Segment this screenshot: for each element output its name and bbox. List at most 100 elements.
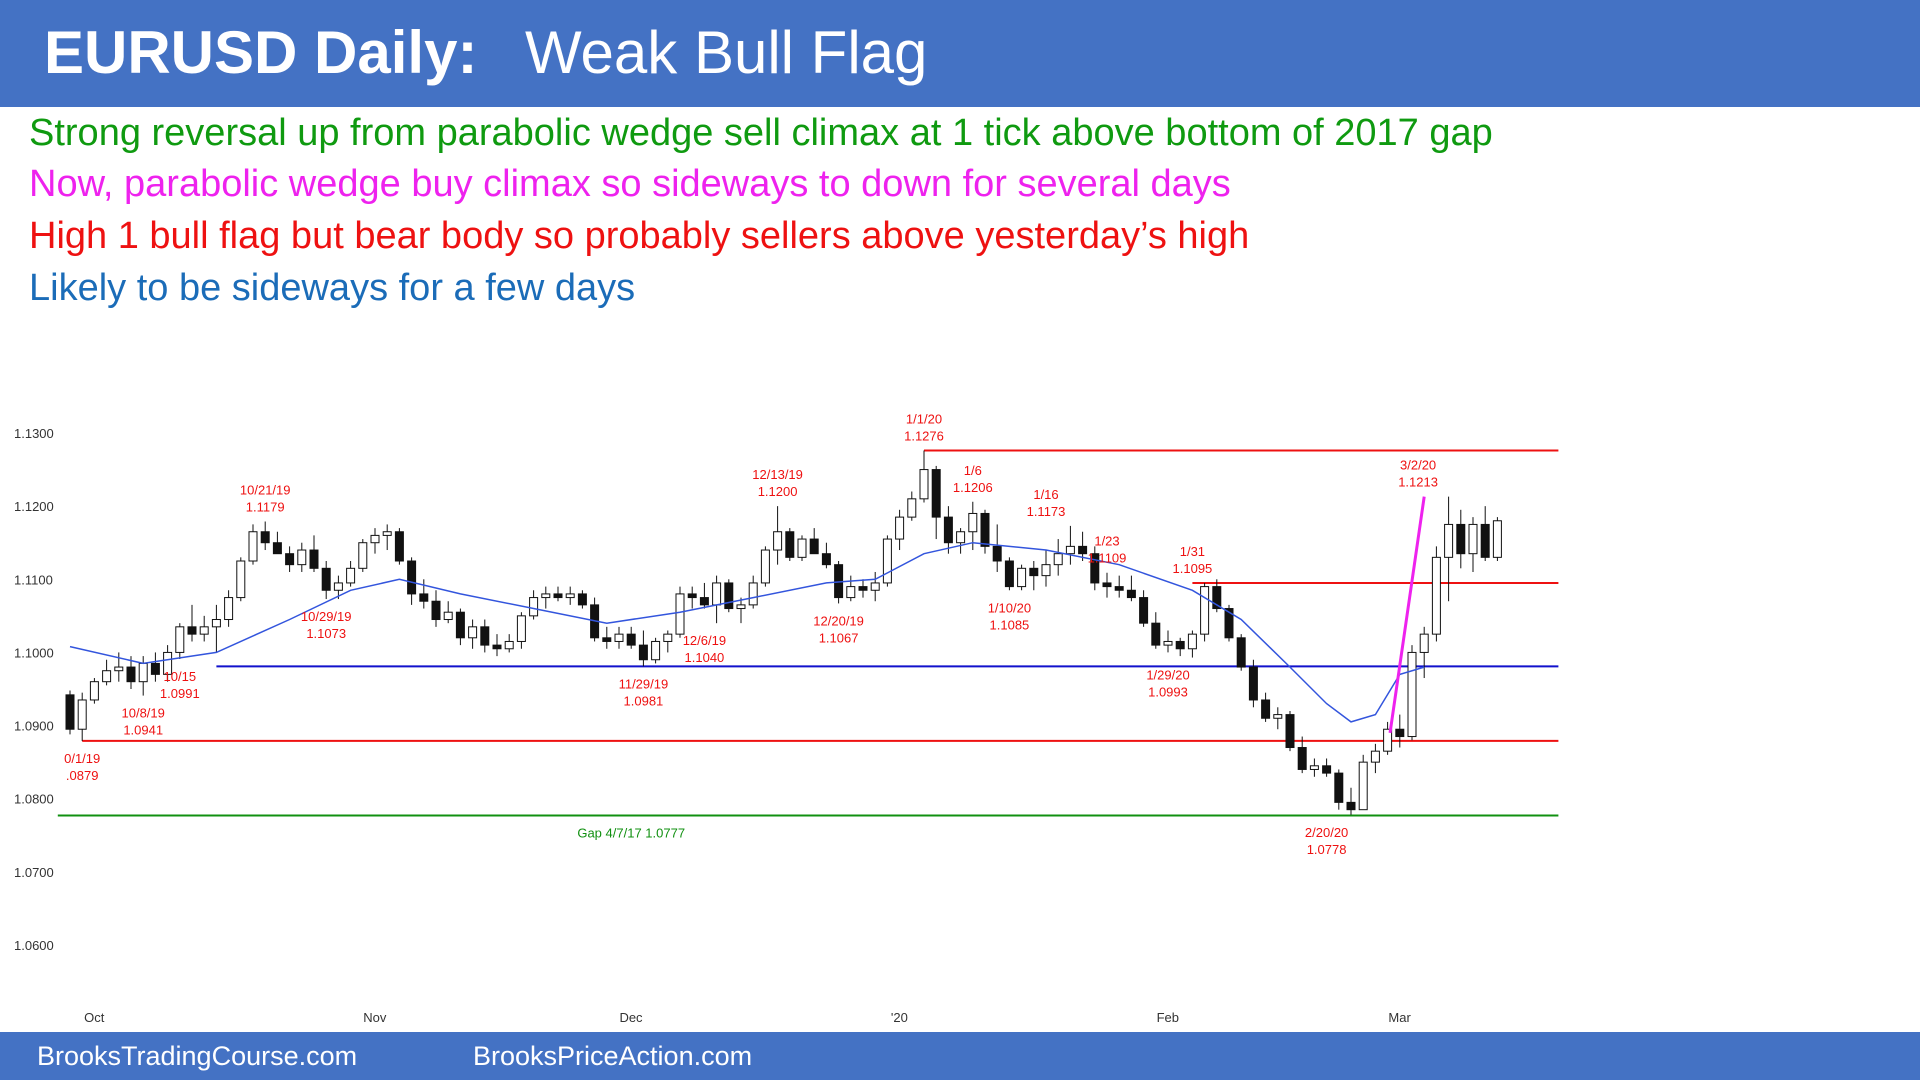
annotation-label: 1.1067: [819, 630, 859, 645]
annotation-label: 1.1179: [246, 500, 285, 515]
candle-body: [394, 531, 404, 562]
y-tick-label: 1.1000: [14, 645, 54, 660]
candle-body: [699, 597, 709, 606]
annotation-label: 12/13/19: [752, 467, 803, 482]
candle-body: [248, 531, 258, 562]
annotation-label: 1/10/20: [988, 600, 1031, 615]
note-line-2: Now, parabolic wedge buy climax so sidew…: [29, 163, 1231, 205]
candle-body: [736, 604, 746, 610]
candle-body: [1236, 637, 1246, 668]
wedge-line: [1388, 496, 1426, 734]
candle-body: [1407, 651, 1417, 738]
candle-body: [1004, 560, 1014, 588]
candle-body: [956, 531, 966, 544]
candle-body: [785, 531, 795, 558]
candle-body: [370, 534, 380, 544]
x-tick-label: Feb: [1157, 1010, 1179, 1025]
candle-body: [1468, 523, 1478, 555]
candle-body: [1248, 666, 1258, 701]
annotation-label: .0879: [66, 768, 99, 783]
title-bar: [0, 0, 1920, 107]
candle-body: [187, 626, 197, 635]
annotation-label: 1.0778: [1307, 842, 1347, 857]
candle-body: [382, 531, 392, 536]
candle-body: [1078, 545, 1088, 555]
candle-body: [943, 516, 953, 544]
candle-body: [114, 666, 124, 672]
candle-body: [516, 615, 526, 642]
candle-body: [1322, 765, 1332, 774]
candle-body: [809, 538, 819, 555]
candle-body: [1102, 582, 1112, 588]
candle-body: [626, 633, 636, 646]
annotation-label: 1.0941: [123, 723, 163, 738]
candle-body: [882, 538, 892, 584]
x-tick-label: Oct: [84, 1010, 105, 1025]
candle-body: [138, 662, 148, 683]
y-tick-label: 1.0600: [14, 938, 54, 953]
candle-body: [760, 549, 770, 584]
footer-link-price-action[interactable]: BrooksPriceAction.com: [473, 1041, 753, 1071]
candle-body: [333, 582, 343, 591]
candle-body: [199, 626, 209, 635]
candle-body: [224, 597, 234, 621]
candle-body: [260, 531, 270, 544]
annotation-label: 1.1206: [953, 480, 993, 495]
candle-body: [480, 626, 490, 646]
candle-body: [1395, 728, 1405, 738]
annotation-label: 3/2/20: [1400, 458, 1436, 473]
candle-body: [748, 582, 758, 606]
candle-body: [919, 469, 929, 500]
candle-body: [358, 542, 368, 569]
annotation-label: 11/29/19: [619, 676, 669, 691]
candle-body: [1187, 633, 1197, 650]
candle-body: [870, 582, 880, 591]
annotation-label: 0/1/19: [64, 751, 100, 766]
candle-body: [309, 549, 319, 569]
candle-body: [602, 637, 612, 642]
candle-body: [1346, 801, 1356, 811]
y-tick-label: 1.0700: [14, 865, 54, 880]
candle-body: [102, 670, 112, 683]
candle-body: [797, 538, 807, 558]
annotation-label: 1/16: [1033, 487, 1058, 502]
candle-body: [1090, 553, 1100, 584]
candle-body: [1334, 772, 1344, 803]
candle-body: [77, 699, 87, 730]
candle-body: [1114, 586, 1124, 591]
candle-body: [175, 626, 185, 653]
candle-body: [1151, 622, 1161, 646]
candle-body: [553, 593, 563, 599]
candle-body: [1492, 520, 1502, 558]
annotation-label: 1.1173: [1027, 504, 1066, 519]
candle-body: [163, 651, 173, 675]
note-line-1: Strong reversal up from parabolic wedge …: [29, 112, 1493, 154]
candle-body: [577, 593, 587, 606]
ema-line: [69, 541, 1425, 723]
footer-link-trading-course[interactable]: BrooksTradingCourse.com: [37, 1041, 358, 1071]
candle-body: [443, 611, 453, 621]
candle-body: [821, 553, 831, 566]
candle-body: [1126, 589, 1136, 599]
y-tick-label: 1.1300: [14, 426, 54, 441]
candle-body: [297, 549, 307, 566]
candle-body: [858, 586, 868, 591]
candle-body: [1370, 750, 1380, 763]
annotation-label: 1.1085: [990, 617, 1030, 632]
candle-body: [1431, 556, 1441, 635]
y-tick-label: 1.0800: [14, 792, 54, 807]
candle-body: [1029, 567, 1039, 577]
candle-body: [1139, 597, 1149, 624]
candle-body: [529, 597, 539, 617]
candle-body: [968, 512, 978, 533]
y-tick-label: 1.1200: [14, 499, 54, 514]
candle-body: [321, 567, 331, 591]
candle-body: [712, 582, 722, 606]
candle-body: [285, 553, 295, 566]
annotation-label: 1.1073: [306, 626, 346, 641]
annotation-label: 1/31: [1180, 544, 1205, 559]
candle-body: [895, 516, 905, 540]
annotation-label: 1.1213: [1398, 475, 1438, 490]
annotation-label: 1.0981: [624, 693, 664, 708]
candle-body: [565, 593, 575, 599]
